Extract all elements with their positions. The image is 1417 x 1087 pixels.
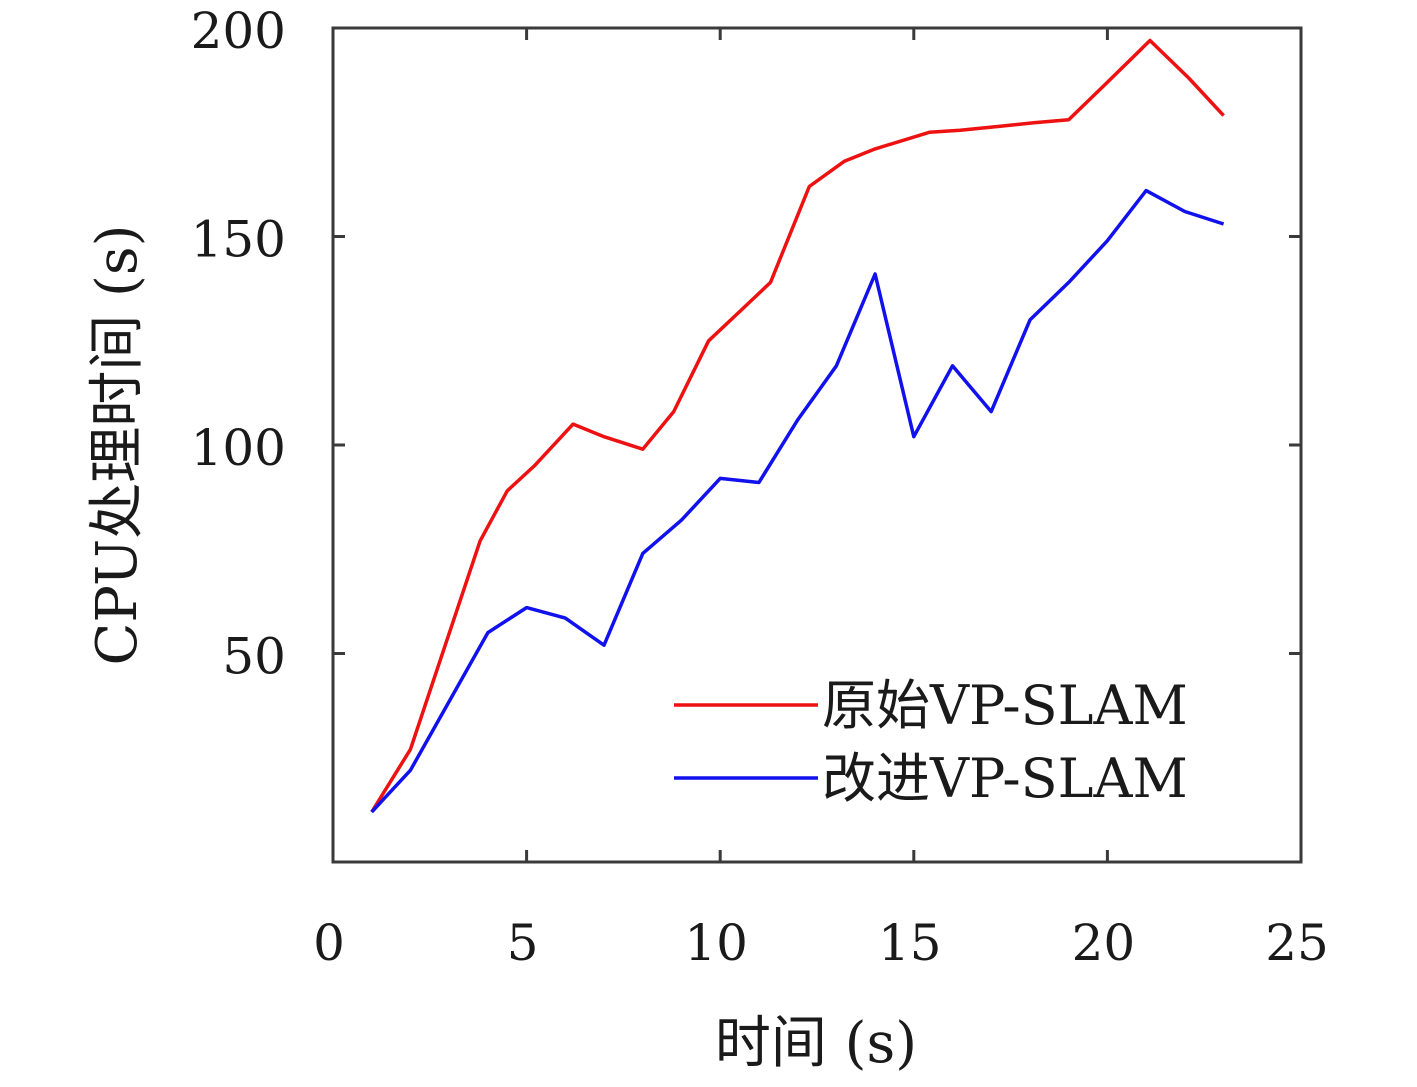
y-axis-title: CPU处理时间 (s) bbox=[85, 225, 150, 666]
legend: 原始VP-SLAM 改进VP-SLAM bbox=[674, 674, 1188, 810]
y-tick-label: 150 bbox=[191, 211, 286, 269]
legend-label-2: 改进VP-SLAM bbox=[822, 747, 1188, 810]
x-axis-ticks: 0 5 10 15 20 25 bbox=[313, 28, 1329, 972]
y-tick-label: 200 bbox=[191, 2, 286, 60]
x-tick-label: 25 bbox=[1265, 914, 1329, 972]
legend-label-1: 原始VP-SLAM bbox=[822, 674, 1188, 737]
y-tick-label: 50 bbox=[222, 628, 286, 686]
y-axis-ticks: 50 100 150 200 bbox=[191, 2, 1301, 686]
series-layer bbox=[370, 38, 1225, 814]
series-line-2 bbox=[370, 188, 1225, 814]
x-tick-label: 10 bbox=[684, 914, 748, 972]
x-tick-label: 0 bbox=[313, 914, 345, 972]
series-line-1 bbox=[370, 38, 1225, 813]
x-axis-title: 时间 (s) bbox=[715, 1011, 917, 1076]
x-tick-label: 20 bbox=[1072, 914, 1136, 972]
x-tick-label: 15 bbox=[878, 914, 942, 972]
x-tick-label: 5 bbox=[507, 914, 539, 972]
y-tick-label: 100 bbox=[191, 419, 286, 477]
